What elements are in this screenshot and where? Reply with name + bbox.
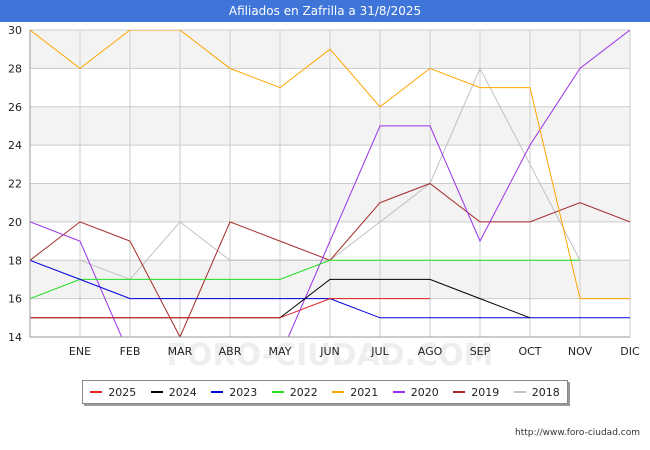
watermark: FORO-CIUDAD.COM bbox=[167, 338, 494, 373]
y-tick-label: 22 bbox=[8, 178, 22, 191]
legend-label: 2018 bbox=[531, 385, 560, 399]
x-tick-label: DIC bbox=[620, 345, 640, 358]
legend-item-2024: 2024 bbox=[150, 385, 197, 399]
legend-swatch bbox=[453, 391, 466, 393]
legend-item-2021: 2021 bbox=[332, 386, 378, 399]
legend-item-2019: 2019 bbox=[453, 386, 499, 399]
x-tick-label: NOV bbox=[568, 345, 593, 358]
legend-item-2022: 2022 bbox=[271, 385, 318, 399]
series-line-2020 bbox=[30, 30, 630, 337]
y-tick-label: 28 bbox=[8, 62, 22, 75]
x-tick-label: JUL bbox=[370, 345, 389, 358]
series-line-2025 bbox=[30, 298, 430, 319]
y-tick-label: 24 bbox=[8, 139, 22, 152]
x-tick-label: MAY bbox=[269, 345, 292, 358]
legend-swatch bbox=[392, 391, 405, 393]
legend: 2025 2024 2023 2022 2021 2020 2019 2018 bbox=[82, 380, 568, 404]
legend-item-2023: 2023 bbox=[211, 386, 257, 399]
x-tick-label: JUN bbox=[319, 345, 340, 358]
source-url: http://www.foro-ciudad.com bbox=[515, 428, 640, 438]
x-tick-label: FEB bbox=[120, 345, 141, 358]
y-tick-label: 16 bbox=[8, 293, 22, 306]
legend-swatch bbox=[150, 391, 163, 393]
y-tick-label: 14 bbox=[8, 331, 22, 344]
x-tick-label: SEP bbox=[470, 345, 491, 358]
series-line-2022 bbox=[30, 259, 580, 300]
legend-swatch bbox=[513, 391, 526, 393]
y-tick-label: 30 bbox=[8, 24, 22, 37]
legend-label: 2023 bbox=[229, 385, 258, 399]
series-line-2021 bbox=[30, 30, 630, 300]
x-tick-label: ABR bbox=[219, 345, 242, 358]
x-tick-label: OCT bbox=[518, 345, 541, 358]
legend-label: 2021 bbox=[350, 385, 379, 399]
x-tick-label: MAR bbox=[168, 345, 193, 358]
legend-label: 2020 bbox=[410, 385, 439, 399]
y-tick-label: 20 bbox=[8, 216, 22, 229]
legend-label: 2025 bbox=[108, 385, 137, 399]
x-tick-label: ENE bbox=[69, 345, 91, 358]
legend-swatch bbox=[332, 391, 345, 393]
y-tick-label: 26 bbox=[8, 101, 22, 114]
legend-label: 2022 bbox=[289, 385, 318, 399]
legend-item-2025: 2025 bbox=[90, 386, 136, 399]
x-tick-label: AGO bbox=[418, 345, 443, 358]
legend-swatch bbox=[271, 391, 284, 393]
legend-swatch bbox=[90, 391, 103, 393]
legend-label: 2019 bbox=[471, 385, 500, 399]
legend-swatch bbox=[211, 391, 224, 393]
legend-item-2018: 2018 bbox=[513, 385, 560, 399]
chart-title: Afiliados en Zafrilla a 31/8/2025 bbox=[0, 0, 650, 22]
legend-label: 2024 bbox=[168, 385, 197, 399]
legend-item-2020: 2020 bbox=[392, 385, 439, 399]
y-tick-label: 18 bbox=[8, 254, 22, 267]
